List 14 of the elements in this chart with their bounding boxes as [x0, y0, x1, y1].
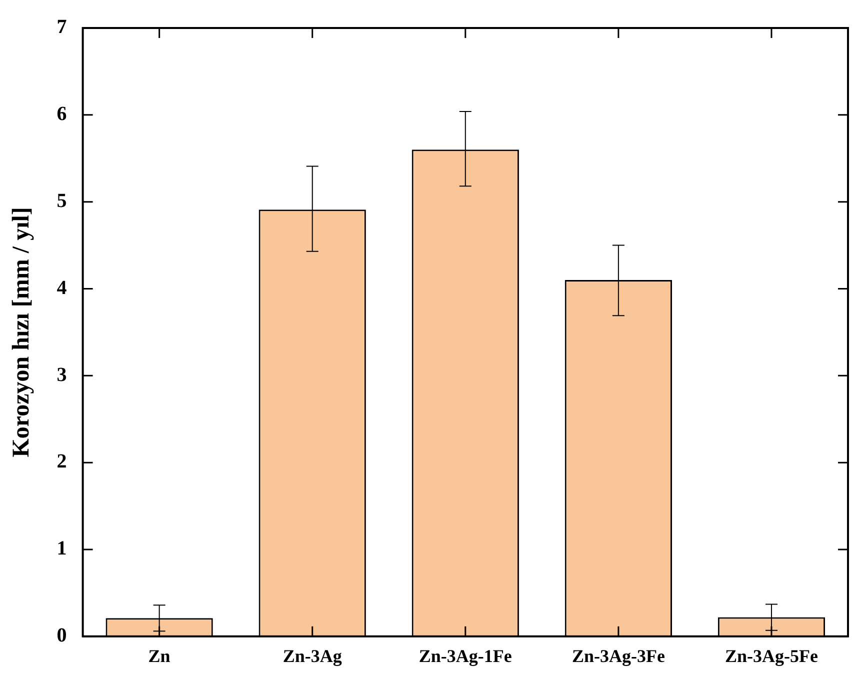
- y-tick-label: 2: [56, 450, 67, 473]
- y-tick-label: 4: [56, 276, 67, 299]
- y-axis-title: Korozyon hızı [mm / yıl]: [8, 207, 35, 458]
- y-tick-label: 6: [56, 103, 67, 126]
- x-tick-label: Zn-3Ag: [282, 646, 342, 666]
- y-tick-label: 0: [56, 624, 67, 647]
- x-tick-label: Zn: [148, 646, 170, 666]
- y-tick-label: 3: [56, 364, 67, 386]
- x-tick-label: Zn-3Ag-3Fe: [572, 646, 665, 666]
- y-tick-label: 1: [56, 538, 67, 560]
- x-tick-label: Zn-3Ag-5Fe: [724, 646, 818, 666]
- x-tick-label: Zn-3Ag-1Fe: [418, 646, 512, 666]
- y-tick-label: 5: [56, 190, 67, 212]
- y-tick-label: 7: [56, 16, 67, 38]
